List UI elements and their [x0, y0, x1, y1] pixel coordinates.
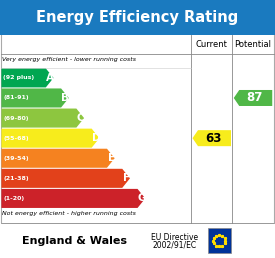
- Text: F: F: [123, 173, 130, 183]
- Polygon shape: [1, 129, 99, 148]
- Text: G: G: [138, 194, 146, 203]
- Bar: [0, 223, 275, 258]
- Text: C: C: [77, 113, 84, 123]
- Text: 87: 87: [246, 92, 263, 104]
- Text: B: B: [61, 93, 69, 103]
- Text: D: D: [92, 133, 100, 143]
- Text: (55-68): (55-68): [3, 136, 29, 141]
- Text: Potential: Potential: [235, 40, 271, 49]
- Polygon shape: [1, 68, 54, 87]
- Text: (69-80): (69-80): [3, 116, 29, 120]
- Text: Energy Efficiency Rating: Energy Efficiency Rating: [36, 10, 239, 25]
- Polygon shape: [1, 149, 115, 168]
- Bar: [0, 0, 275, 35]
- Text: A: A: [46, 73, 54, 83]
- Text: (81-91): (81-91): [3, 95, 29, 100]
- Polygon shape: [1, 189, 145, 208]
- Text: (21-38): (21-38): [3, 176, 29, 181]
- Polygon shape: [1, 109, 84, 128]
- Text: (1-20): (1-20): [3, 196, 24, 201]
- Polygon shape: [192, 130, 231, 146]
- Text: E: E: [108, 153, 115, 163]
- Text: Very energy efficient - lower running costs: Very energy efficient - lower running co…: [2, 57, 136, 62]
- Text: 63: 63: [205, 132, 222, 145]
- Polygon shape: [234, 90, 272, 106]
- Text: EU Directive: EU Directive: [151, 233, 198, 242]
- Text: Current: Current: [196, 40, 228, 49]
- Text: England & Wales: England & Wales: [22, 236, 127, 246]
- Text: 2002/91/EC: 2002/91/EC: [153, 241, 197, 250]
- Text: Not energy efficient - higher running costs: Not energy efficient - higher running co…: [2, 211, 136, 216]
- Bar: [208, 228, 231, 253]
- Polygon shape: [1, 88, 69, 108]
- Text: (39-54): (39-54): [3, 156, 29, 161]
- Text: (92 plus): (92 plus): [3, 75, 34, 80]
- Polygon shape: [1, 169, 130, 188]
